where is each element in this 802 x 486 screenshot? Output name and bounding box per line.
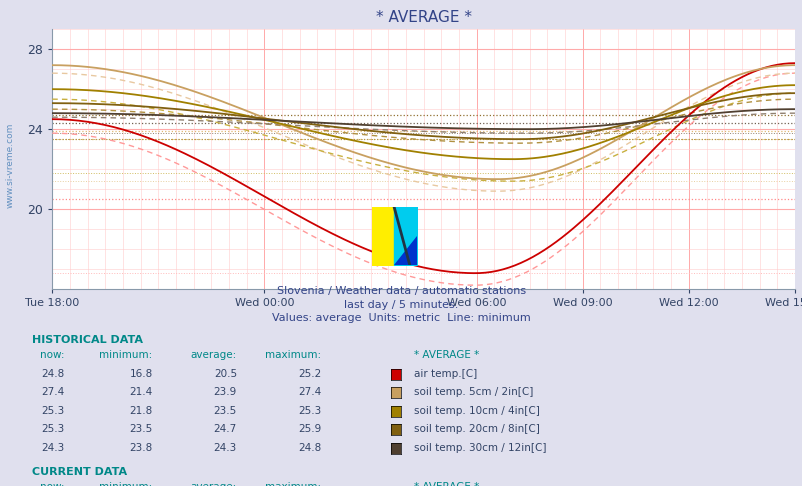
- Text: 23.5: 23.5: [129, 424, 152, 434]
- Text: soil temp. 10cm / 4in[C]: soil temp. 10cm / 4in[C]: [413, 406, 539, 416]
- Text: HISTORICAL DATA: HISTORICAL DATA: [32, 335, 143, 345]
- Text: 25.2: 25.2: [298, 369, 321, 379]
- Text: average:: average:: [190, 483, 237, 486]
- Text: Slovenia / Weather data / automatic stations: Slovenia / Weather data / automatic stat…: [277, 286, 525, 296]
- Text: soil temp. 5cm / 2in[C]: soil temp. 5cm / 2in[C]: [413, 387, 533, 397]
- Text: last day / 5 minutes.: last day / 5 minutes.: [344, 300, 458, 310]
- Text: Values: average  Units: metric  Line: minimum: Values: average Units: metric Line: mini…: [272, 313, 530, 323]
- Text: 25.9: 25.9: [298, 424, 321, 434]
- Text: 21.4: 21.4: [129, 387, 152, 397]
- Text: now:: now:: [39, 483, 64, 486]
- Text: 23.9: 23.9: [213, 387, 237, 397]
- Title: * AVERAGE *: * AVERAGE *: [375, 10, 471, 25]
- Text: now:: now:: [39, 350, 64, 360]
- Text: air temp.[C]: air temp.[C]: [413, 369, 476, 379]
- Text: 25.3: 25.3: [41, 424, 64, 434]
- Text: soil temp. 30cm / 12in[C]: soil temp. 30cm / 12in[C]: [413, 443, 545, 452]
- Text: www.si-vreme.com: www.si-vreme.com: [6, 122, 15, 208]
- Text: 21.8: 21.8: [129, 406, 152, 416]
- Text: 25.3: 25.3: [298, 406, 321, 416]
- Text: minimum:: minimum:: [99, 350, 152, 360]
- Text: 27.4: 27.4: [298, 387, 321, 397]
- Text: 24.8: 24.8: [298, 443, 321, 452]
- Text: 24.3: 24.3: [41, 443, 64, 452]
- Text: 27.4: 27.4: [41, 387, 64, 397]
- Text: * AVERAGE *: * AVERAGE *: [413, 483, 478, 486]
- Text: 23.5: 23.5: [213, 406, 237, 416]
- Text: 24.8: 24.8: [41, 369, 64, 379]
- Text: 23.8: 23.8: [129, 443, 152, 452]
- Text: 24.3: 24.3: [213, 443, 237, 452]
- Text: soil temp. 20cm / 8in[C]: soil temp. 20cm / 8in[C]: [413, 424, 539, 434]
- Text: 20.5: 20.5: [213, 369, 237, 379]
- Text: CURRENT DATA: CURRENT DATA: [32, 467, 127, 477]
- Text: 16.8: 16.8: [129, 369, 152, 379]
- Text: 24.7: 24.7: [213, 424, 237, 434]
- Polygon shape: [394, 236, 416, 265]
- Text: average:: average:: [190, 350, 237, 360]
- Text: 25.3: 25.3: [41, 406, 64, 416]
- Text: * AVERAGE *: * AVERAGE *: [413, 350, 478, 360]
- Text: maximum:: maximum:: [265, 483, 321, 486]
- Text: maximum:: maximum:: [265, 350, 321, 360]
- Text: minimum:: minimum:: [99, 483, 152, 486]
